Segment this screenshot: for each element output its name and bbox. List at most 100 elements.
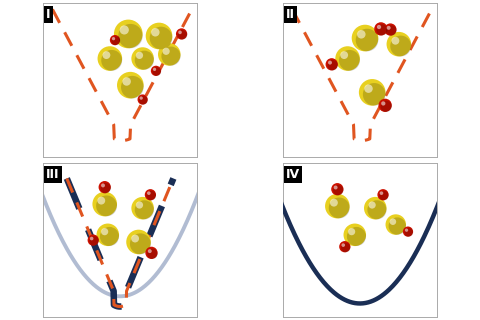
Circle shape: [381, 101, 392, 112]
Circle shape: [344, 224, 366, 246]
Circle shape: [389, 217, 406, 235]
Circle shape: [390, 36, 411, 57]
Circle shape: [153, 68, 156, 71]
Circle shape: [347, 227, 366, 246]
Circle shape: [97, 197, 105, 204]
Circle shape: [102, 51, 110, 59]
Circle shape: [339, 241, 350, 252]
Circle shape: [110, 35, 120, 45]
Circle shape: [117, 72, 144, 99]
Circle shape: [140, 96, 143, 100]
Circle shape: [126, 230, 151, 254]
Circle shape: [147, 249, 157, 259]
Circle shape: [377, 189, 389, 200]
Text: IV: IV: [286, 168, 300, 181]
Circle shape: [176, 28, 187, 40]
Circle shape: [392, 37, 399, 45]
Circle shape: [135, 51, 154, 70]
Circle shape: [93, 192, 117, 216]
Circle shape: [381, 101, 385, 106]
Circle shape: [101, 183, 105, 188]
Circle shape: [145, 189, 156, 200]
Circle shape: [341, 243, 345, 247]
Circle shape: [132, 47, 154, 70]
Text: III: III: [46, 168, 60, 181]
Circle shape: [111, 36, 120, 45]
Circle shape: [363, 83, 385, 106]
Circle shape: [146, 23, 172, 49]
Circle shape: [367, 200, 386, 220]
Circle shape: [357, 30, 366, 39]
Circle shape: [147, 191, 151, 195]
Circle shape: [334, 186, 337, 189]
Circle shape: [136, 201, 143, 209]
Circle shape: [328, 60, 332, 65]
Circle shape: [132, 197, 154, 220]
Circle shape: [352, 25, 378, 52]
Circle shape: [387, 26, 391, 30]
Circle shape: [112, 37, 115, 40]
Circle shape: [333, 185, 344, 195]
Circle shape: [178, 30, 187, 40]
Circle shape: [327, 60, 338, 70]
Circle shape: [90, 237, 94, 240]
Circle shape: [341, 243, 350, 252]
Circle shape: [390, 219, 396, 225]
Circle shape: [379, 99, 392, 112]
Circle shape: [340, 51, 348, 59]
Circle shape: [380, 191, 383, 195]
Text: I: I: [46, 8, 51, 21]
Circle shape: [122, 77, 131, 86]
Circle shape: [101, 228, 108, 235]
Circle shape: [87, 235, 99, 246]
Circle shape: [330, 199, 338, 207]
Circle shape: [161, 46, 180, 66]
Circle shape: [100, 227, 119, 246]
Circle shape: [379, 191, 389, 200]
Circle shape: [96, 224, 119, 246]
Circle shape: [136, 52, 143, 59]
Circle shape: [101, 50, 122, 71]
Circle shape: [369, 201, 376, 209]
Circle shape: [100, 183, 111, 193]
Circle shape: [386, 25, 396, 36]
Circle shape: [325, 194, 349, 219]
Circle shape: [405, 228, 408, 232]
Circle shape: [135, 200, 154, 220]
Circle shape: [139, 96, 148, 105]
Circle shape: [98, 181, 111, 193]
Circle shape: [148, 249, 152, 253]
Circle shape: [163, 48, 170, 55]
Circle shape: [120, 25, 129, 35]
Circle shape: [404, 228, 413, 237]
Circle shape: [97, 46, 122, 71]
Circle shape: [374, 22, 387, 36]
Circle shape: [385, 214, 406, 235]
Circle shape: [118, 24, 143, 48]
Circle shape: [403, 227, 413, 237]
Circle shape: [356, 29, 378, 52]
Circle shape: [331, 183, 344, 195]
Circle shape: [137, 94, 148, 105]
Circle shape: [131, 235, 139, 243]
Circle shape: [151, 66, 161, 76]
Circle shape: [89, 236, 99, 246]
Circle shape: [121, 76, 144, 99]
Circle shape: [178, 31, 182, 34]
Circle shape: [145, 247, 157, 259]
Circle shape: [151, 28, 159, 36]
Circle shape: [386, 32, 411, 57]
Circle shape: [96, 196, 117, 216]
Circle shape: [114, 20, 143, 48]
Circle shape: [150, 27, 172, 49]
Circle shape: [152, 67, 161, 76]
Circle shape: [384, 23, 396, 36]
Circle shape: [329, 197, 349, 219]
Circle shape: [158, 43, 180, 66]
Circle shape: [336, 46, 360, 71]
Circle shape: [348, 228, 355, 235]
Circle shape: [364, 84, 373, 93]
Circle shape: [130, 233, 151, 254]
Circle shape: [325, 58, 338, 70]
Circle shape: [376, 24, 387, 36]
